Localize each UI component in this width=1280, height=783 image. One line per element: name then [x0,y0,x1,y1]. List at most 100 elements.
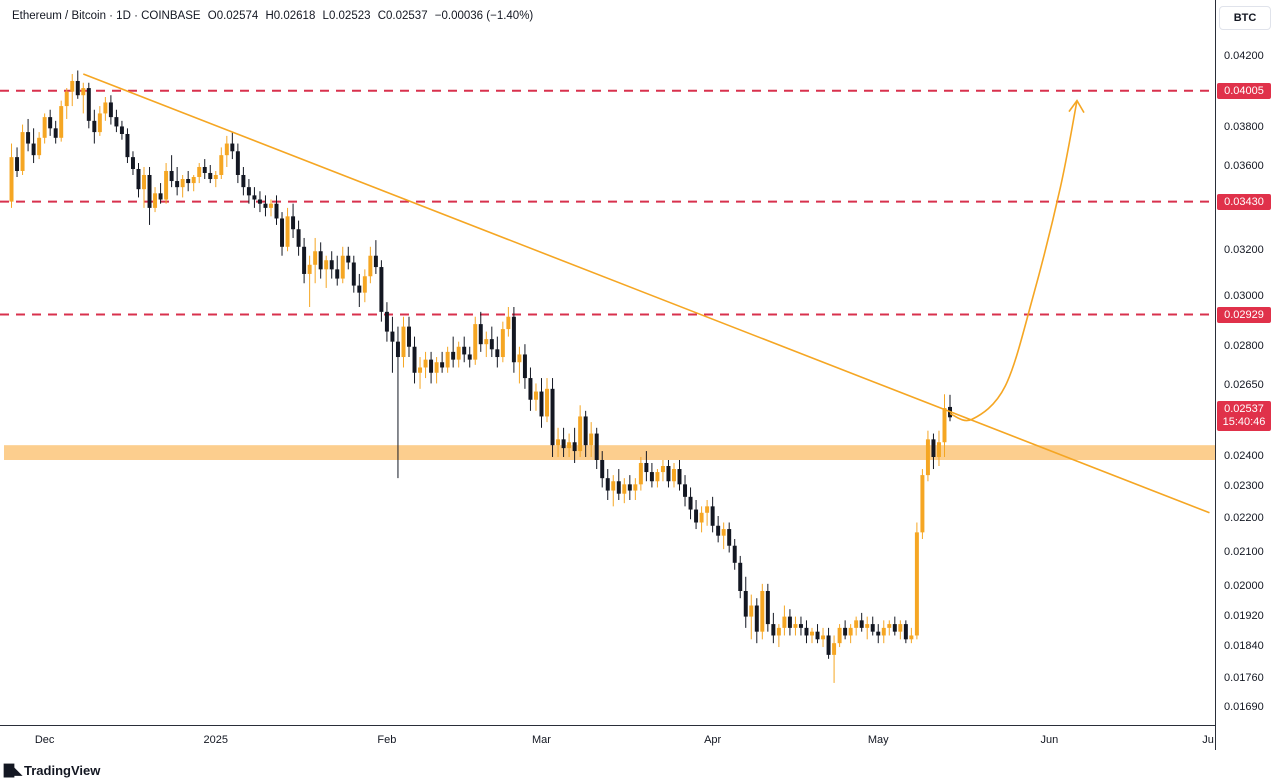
candle-2025-05-06[interactable] [903,620,908,644]
candle-2025-04-13[interactable] [776,624,781,648]
candle-2025-04-02[interactable] [716,515,721,543]
candle-2025-04-26[interactable] [848,624,853,644]
candle-2024-12-06[interactable] [70,73,75,107]
candle-2025-01-04[interactable] [230,132,235,160]
candle-2025-04-08[interactable] [749,594,754,640]
candle-2025-03-07[interactable] [572,427,577,463]
candle-2025-04-29[interactable] [865,616,870,640]
candle-2025-01-01[interactable] [213,170,218,188]
candle-2025-02-02[interactable] [390,316,395,373]
candle-2025-04-05[interactable] [732,539,737,570]
candle-2025-05-13[interactable] [942,394,947,458]
candle-2024-12-01[interactable] [42,113,47,144]
candle-2025-02-15[interactable] [462,336,467,363]
candle-2025-02-23[interactable] [506,307,511,337]
projected-path-arrow[interactable] [949,100,1078,422]
candle-2025-01-16[interactable] [296,220,301,256]
candle-2025-03-31[interactable] [705,499,710,526]
candle-2024-12-21[interactable] [153,187,158,213]
candle-2025-02-22[interactable] [500,321,505,363]
candle-2025-02-05[interactable] [407,316,411,358]
candle-2025-03-29[interactable] [694,499,699,530]
candle-2025-01-22[interactable] [329,251,334,279]
candle-2025-05-05[interactable] [898,620,903,640]
candle-2025-05-12[interactable] [936,430,941,466]
candle-2024-11-27[interactable] [20,124,25,175]
candle-2025-03-06[interactable] [567,433,572,458]
candle-2024-12-14[interactable] [114,109,119,133]
candle-2025-01-03[interactable] [224,135,229,167]
candle-2025-04-06[interactable] [738,555,743,599]
candle-2025-04-12[interactable] [771,612,776,644]
candle-2025-04-14[interactable] [782,605,787,636]
candle-2024-12-07[interactable] [75,70,80,99]
candle-2025-02-19[interactable] [484,331,489,358]
candle-2025-03-19[interactable] [638,457,643,491]
candle-2025-02-24[interactable] [511,307,516,373]
candle-2024-12-16[interactable] [125,128,130,164]
candle-2025-04-09[interactable] [754,598,759,644]
candle-2025-01-12[interactable] [274,195,279,225]
candle-2025-02-08[interactable] [423,351,428,379]
candle-2025-01-14[interactable] [285,207,290,252]
candle-2025-01-30[interactable] [373,240,378,274]
candle-2025-03-08[interactable] [578,405,583,458]
candle-2024-12-20[interactable] [147,166,152,225]
candle-2025-02-11[interactable] [440,351,445,373]
candle-2025-04-27[interactable] [854,616,859,636]
candle-2024-12-29[interactable] [197,163,202,184]
candle-2024-12-27[interactable] [186,170,191,192]
candle-2024-12-28[interactable] [191,174,196,192]
candle-2025-05-01[interactable] [876,624,881,644]
candle-2025-03-13[interactable] [605,469,610,500]
candle-2025-04-25[interactable] [843,620,848,640]
candle-2025-02-07[interactable] [418,357,423,389]
candle-2025-01-26[interactable] [351,255,356,293]
candle-2025-05-11[interactable] [931,433,936,470]
candle-2025-04-20[interactable] [815,624,820,644]
candle-2025-02-01[interactable] [384,302,389,342]
candle-2025-01-06[interactable] [241,166,246,196]
candle-2025-04-15[interactable] [787,609,792,636]
candle-2025-02-20[interactable] [489,326,494,358]
candle-2025-02-10[interactable] [434,357,439,384]
candle-2025-01-05[interactable] [235,143,240,184]
candle-2024-12-18[interactable] [136,163,141,198]
candle-2025-05-03[interactable] [887,620,892,636]
candle-2025-01-31[interactable] [379,260,384,322]
candle-2025-01-09[interactable] [257,191,262,213]
candle-2024-12-10[interactable] [92,109,97,144]
candle-2025-03-10[interactable] [589,422,594,458]
descending-trendline[interactable] [82,73,1210,514]
candle-2025-04-17[interactable] [798,616,803,636]
candle-2025-03-25[interactable] [671,462,676,488]
candle-2025-03-01[interactable] [539,378,544,428]
candle-2025-02-03[interactable] [395,326,400,479]
candle-2025-03-20[interactable] [644,451,649,482]
candle-2025-02-28[interactable] [533,383,538,411]
candle-2025-03-30[interactable] [699,506,704,533]
candle-2025-01-10[interactable] [263,195,268,217]
candle-2025-02-26[interactable] [522,344,527,389]
candle-2024-12-13[interactable] [108,95,113,125]
candle-2024-11-25[interactable] [9,143,14,208]
candle-2025-05-10[interactable] [925,430,930,482]
candle-2024-12-03[interactable] [53,120,58,144]
candle-2025-05-07[interactable] [909,627,914,644]
candle-2025-01-29[interactable] [368,246,373,284]
candle-2025-04-07[interactable] [743,576,748,628]
candle-2025-05-08[interactable] [914,522,919,640]
candle-2025-03-18[interactable] [633,478,638,500]
candle-2025-04-24[interactable] [837,624,842,648]
currency-button[interactable]: BTC [1219,6,1271,30]
candle-2024-12-11[interactable] [97,106,102,136]
candle-2024-12-08[interactable] [81,82,86,114]
candle-2025-03-11[interactable] [594,427,599,470]
candle-2025-01-23[interactable] [335,255,340,286]
candle-2025-01-15[interactable] [291,203,296,238]
candle-2024-12-25[interactable] [175,166,180,196]
candle-2025-03-23[interactable] [660,459,665,482]
candle-2025-01-11[interactable] [268,199,273,217]
candle-2024-12-26[interactable] [180,174,185,198]
